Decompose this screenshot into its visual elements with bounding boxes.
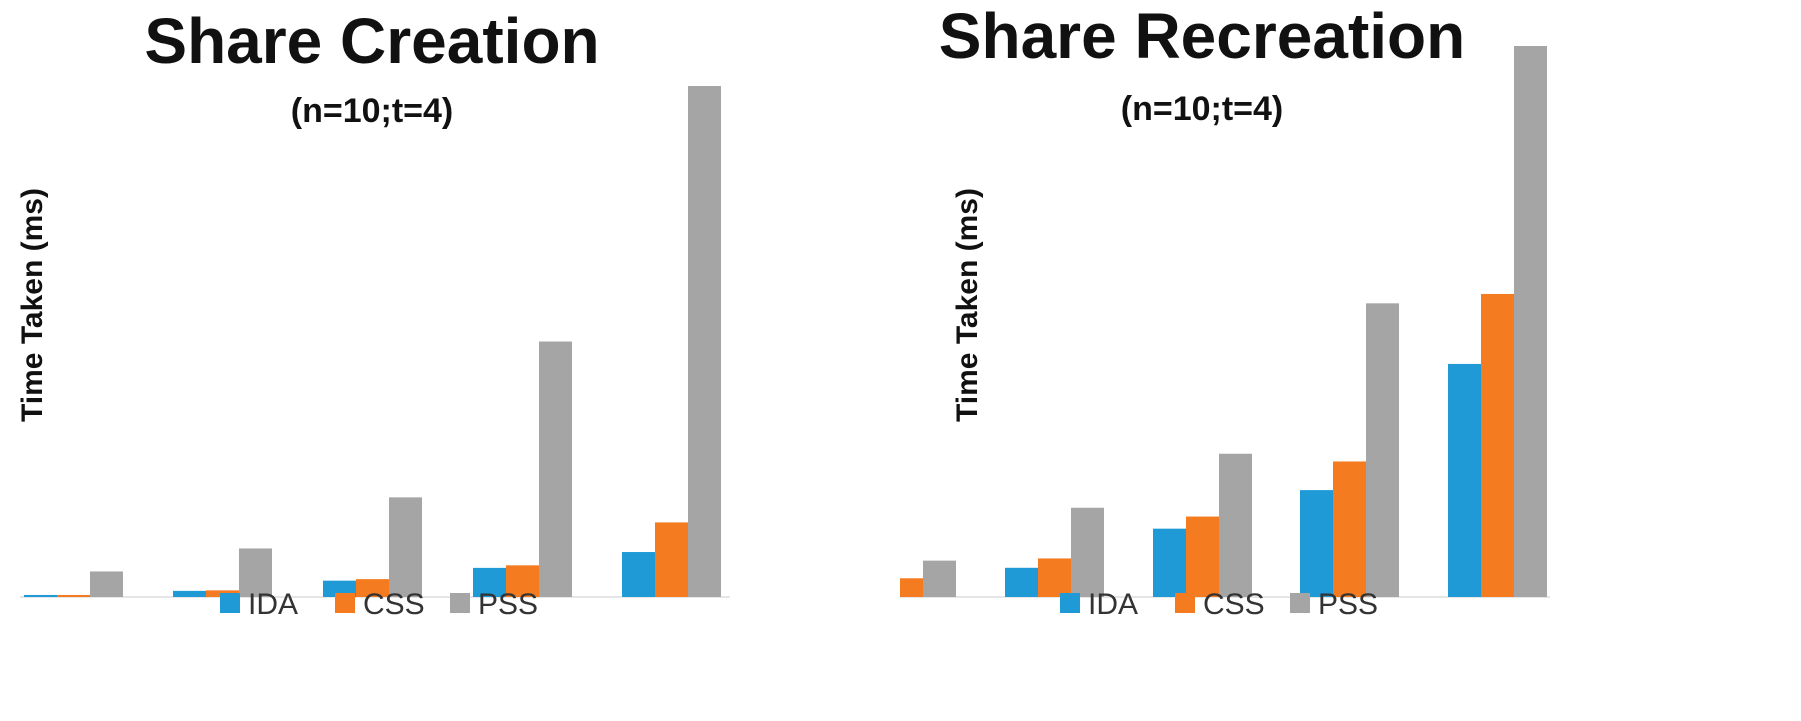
bar-pss-4 — [539, 341, 572, 597]
legend: IDA CSS PSS — [220, 588, 538, 621]
bar-pss-1 — [90, 571, 123, 597]
chart-svg-share-creation: Share Creation (n=10;t=4) Time Taken (ms… — [16, 5, 730, 621]
bar-ida-3 — [1153, 528, 1186, 597]
bar-css-2 — [1038, 558, 1071, 597]
legend-label-pss: PSS — [478, 588, 538, 621]
bar-pss-3 — [389, 497, 422, 597]
bar-pss-2 — [239, 548, 272, 597]
legend-label-css: CSS — [363, 588, 425, 621]
chart-title: Share Creation — [144, 5, 599, 77]
legend-swatch-css — [335, 593, 355, 613]
bar-css-3 — [356, 579, 389, 597]
chart-subtitle: (n=10;t=4) — [1121, 90, 1284, 128]
bar-css-5 — [1481, 293, 1514, 597]
legend-label-ida: IDA — [248, 588, 298, 621]
bar-ida-4 — [473, 567, 506, 597]
bar-ida-5 — [1448, 363, 1481, 597]
bar-pss-2 — [1071, 507, 1104, 597]
legend-label-css: CSS — [1203, 588, 1265, 621]
bars-group — [900, 46, 1547, 597]
legend-label-ida: IDA — [1088, 588, 1138, 621]
legend-swatch-ida — [220, 593, 240, 613]
bar-css-5 — [655, 522, 688, 597]
bar-css-4 — [506, 565, 539, 597]
bar-pss-1 — [923, 560, 956, 597]
bars-group — [24, 86, 721, 597]
bar-pss-5 — [1514, 46, 1547, 597]
legend-swatch-css — [1175, 593, 1195, 613]
bar-css-1 — [57, 594, 90, 597]
legend: IDA CSS PSS — [1060, 588, 1378, 621]
chart-share-recreation: Share Recreation (n=10;t=4) Time Taken (… — [900, 0, 1801, 721]
bar-ida-2 — [1005, 567, 1038, 597]
legend-swatch-pss — [1290, 593, 1310, 613]
bar-pss-3 — [1219, 453, 1252, 597]
legend-label-pss: PSS — [1318, 588, 1378, 621]
bar-ida-4 — [1300, 490, 1333, 597]
bar-pss-5 — [688, 86, 721, 597]
y-axis-label: Time Taken (ms) — [951, 188, 984, 422]
bar-ida-3 — [323, 580, 356, 597]
bar-css-1 — [900, 578, 923, 597]
bar-ida-1 — [24, 594, 57, 597]
legend-swatch-pss — [450, 593, 470, 613]
bar-css-4 — [1333, 461, 1366, 597]
legend-swatch-ida — [1060, 593, 1080, 613]
bar-ida-2 — [173, 590, 206, 597]
bar-pss-4 — [1366, 303, 1399, 597]
y-axis-label: Time Taken (ms) — [16, 188, 49, 422]
chart-share-creation: Share Creation (n=10;t=4) Time Taken (ms… — [0, 0, 900, 721]
chart-title: Share Recreation — [939, 0, 1465, 72]
bar-css-3 — [1186, 516, 1219, 597]
chart-subtitle: (n=10;t=4) — [291, 92, 454, 130]
bar-ida-5 — [622, 552, 655, 597]
chart-svg-share-recreation: Share Recreation (n=10;t=4) Time Taken (… — [900, 0, 1550, 621]
